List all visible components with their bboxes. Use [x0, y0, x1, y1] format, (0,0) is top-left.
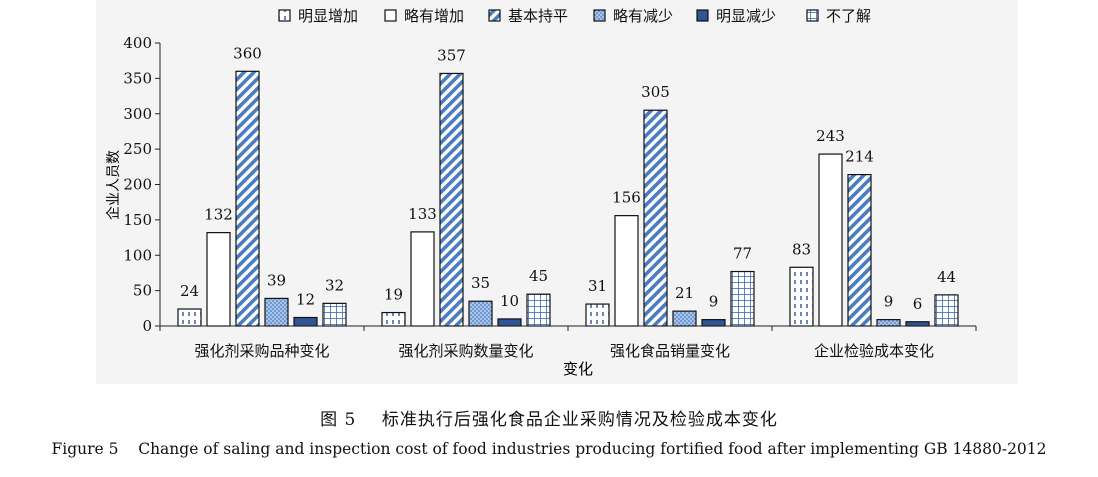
data-label: 133	[408, 205, 437, 223]
legend-label: 明显减少	[716, 7, 776, 25]
legend: 明显增加 略有增加 基本持平 略有减少 明显减少 不了解	[278, 7, 871, 25]
data-label: 19	[384, 286, 403, 304]
x-axis: 强化剂采购品种变化 强化剂采购数量变化 强化食品销量变化 企业检验成本变化	[159, 325, 977, 360]
data-label: 35	[471, 274, 490, 292]
bar	[526, 293, 551, 327]
bar	[643, 109, 668, 327]
legend-swatch	[806, 9, 819, 22]
legend-label: 不了解	[826, 7, 871, 25]
bar	[847, 173, 872, 327]
y-tick-label: 200	[123, 176, 152, 194]
x-tick-label: 企业检验成本变化	[814, 342, 934, 360]
legend-swatch	[593, 9, 606, 22]
data-label: 21	[675, 284, 694, 302]
y-axis-title: 企业人员数	[105, 150, 122, 220]
legend-swatch	[488, 9, 501, 22]
legend-label: 略有减少	[613, 7, 673, 25]
y-tick-label: 350	[123, 69, 152, 87]
data-label: 77	[733, 245, 752, 263]
y-tick-label: 50	[133, 282, 152, 300]
data-label: 360	[233, 44, 262, 62]
bar	[410, 231, 435, 327]
bar	[934, 294, 959, 327]
chart-panel: 明显增加 略有增加 基本持平 略有减少 明显减少 不了解 0 50 100 150 200 250 3…	[96, 0, 1018, 384]
bar	[206, 232, 231, 327]
y-tick-label: 400	[123, 34, 152, 52]
bar	[322, 302, 347, 327]
legend-swatch	[696, 9, 709, 22]
legend-label: 明显增加	[298, 7, 358, 25]
bar	[701, 319, 726, 327]
data-label: 44	[937, 268, 956, 286]
data-label: 24	[180, 282, 199, 300]
data-label: 156	[612, 189, 641, 207]
caption-cn-text: 标准执行后强化食品企业采购情况及检验成本变化	[381, 410, 778, 430]
bar	[177, 308, 202, 327]
data-label: 31	[588, 277, 607, 295]
y-tick-label: 100	[123, 246, 152, 264]
legend-swatch	[384, 9, 397, 22]
y-tick-label: 300	[123, 105, 152, 123]
bars: 24 132 360 39 12 32 19 133 357 35 10 45 31 156 305 21 9 7…	[177, 44, 959, 327]
bar	[905, 321, 930, 327]
y-tick-label: 150	[123, 211, 152, 229]
caption-chinese: 图 5 标准执行后强化食品企业采购情况及检验成本变化	[0, 405, 1098, 430]
bar	[264, 297, 289, 327]
bar	[672, 310, 697, 327]
caption-english: Figure 5 Change of saling and inspection…	[0, 440, 1098, 458]
bar	[818, 153, 843, 327]
data-label: 214	[845, 148, 874, 166]
data-label: 12	[296, 291, 315, 309]
x-tick-label: 强化剂采购数量变化	[398, 342, 533, 360]
x-tick-label: 强化食品销量变化	[610, 342, 730, 360]
bar	[293, 316, 318, 327]
data-label: 39	[267, 271, 286, 289]
y-axis: 0 50 100 150 200 250 300 350 400	[123, 34, 161, 335]
legend-label: 基本持平	[508, 7, 568, 25]
bar	[789, 266, 814, 327]
bar	[497, 318, 522, 327]
bar-chart: 明显增加 略有增加 基本持平 略有减少 明显减少 不了解 0 50 100 150 200 250 3…	[105, 7, 977, 378]
data-label: 132	[204, 206, 233, 224]
bar	[381, 311, 406, 327]
x-axis-title: 变化	[563, 360, 593, 378]
data-label: 32	[325, 276, 344, 294]
data-label: 243	[816, 127, 845, 145]
bar	[614, 215, 639, 327]
data-label: 9	[884, 293, 894, 311]
x-tick-label: 强化剂采购品种变化	[194, 342, 329, 360]
data-label: 83	[792, 240, 811, 258]
bar	[468, 300, 493, 327]
legend-swatch	[278, 9, 291, 22]
bar	[730, 270, 755, 327]
y-tick-label: 250	[123, 140, 152, 158]
legend-label: 略有增加	[404, 7, 464, 25]
data-label: 9	[709, 293, 719, 311]
bar	[876, 319, 901, 327]
caption-cn-number: 图 5	[320, 410, 357, 430]
bar	[439, 72, 464, 327]
data-label: 305	[641, 83, 670, 101]
y-tick-label: 0	[142, 317, 152, 335]
data-label: 6	[913, 295, 923, 313]
bar	[585, 303, 610, 327]
data-label: 357	[437, 46, 466, 64]
data-label: 45	[529, 267, 548, 285]
data-label: 10	[500, 292, 519, 310]
caption-en-text: Change of saling and inspection cost of …	[138, 440, 1047, 458]
caption-en-number: Figure 5	[51, 440, 119, 458]
bar	[235, 70, 260, 327]
